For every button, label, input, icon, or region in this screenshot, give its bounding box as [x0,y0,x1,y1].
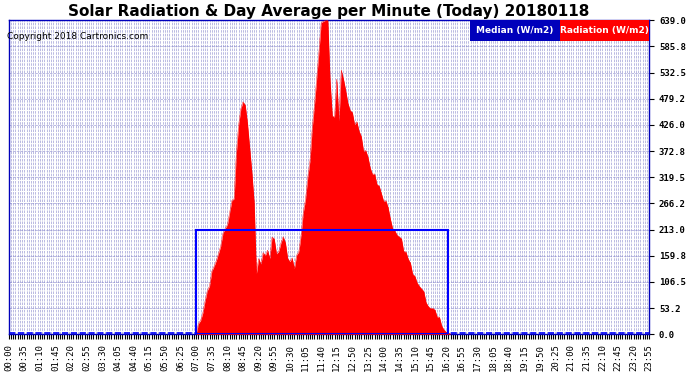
Title: Solar Radiation & Day Average per Minute (Today) 20180118: Solar Radiation & Day Average per Minute… [68,4,590,19]
Text: Copyright 2018 Cartronics.com: Copyright 2018 Cartronics.com [7,32,148,41]
Bar [196,230,448,334]
Text: Median (W/m2): Median (W/m2) [476,26,553,35]
Text: Radiation (W/m2): Radiation (W/m2) [560,26,649,35]
